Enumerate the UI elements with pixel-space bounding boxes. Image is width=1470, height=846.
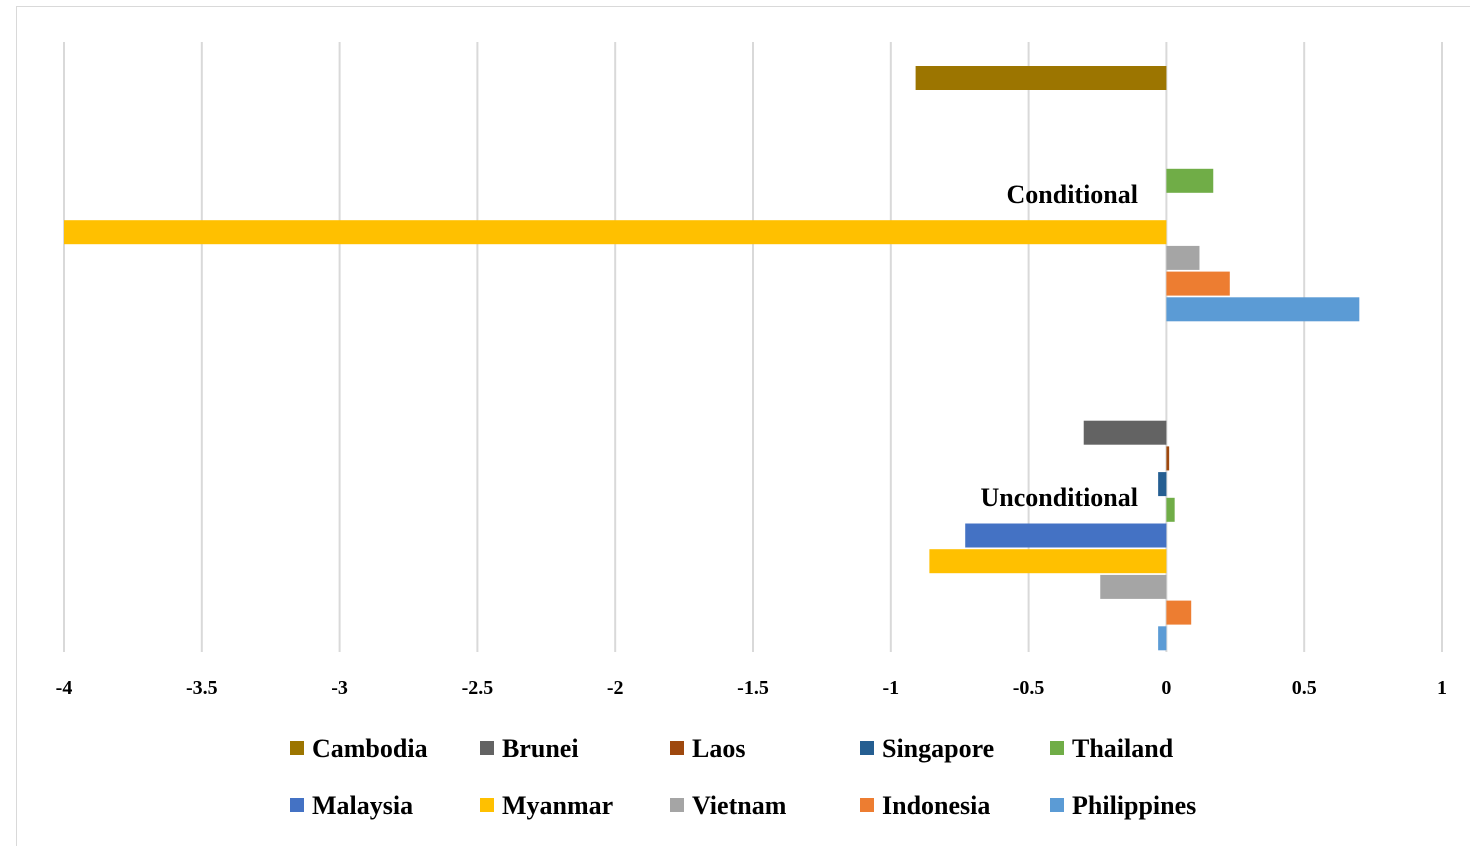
legend-item-indonesia: Indonesia	[860, 791, 990, 820]
legend-label: Myanmar	[502, 791, 613, 820]
bar-singapore-unconditional	[1158, 472, 1167, 497]
legend-swatch	[290, 741, 304, 755]
x-tick-label: -0.5	[1013, 677, 1045, 699]
legend-swatch	[670, 741, 684, 755]
chart-frame	[16, 6, 1470, 846]
x-tick-label: -3	[331, 677, 348, 699]
legend-label: Malaysia	[312, 791, 413, 820]
legend-swatch	[480, 741, 494, 755]
legend-item-thailand: Thailand	[1050, 734, 1174, 763]
legend-label: Vietnam	[692, 791, 787, 820]
legend-item-laos: Laos	[670, 734, 745, 763]
legend-label: Brunei	[502, 734, 579, 763]
gridlines	[63, 42, 1443, 652]
legend-label: Thailand	[1072, 734, 1174, 763]
bar-philippines-unconditional	[1158, 626, 1167, 651]
bar-myanmar-conditional	[64, 220, 1167, 245]
legend-label: Singapore	[882, 734, 994, 763]
legend-item-philippines: Philippines	[1050, 791, 1196, 820]
category-label-unconditional: Unconditional	[981, 483, 1139, 512]
bar-vietnam-conditional	[1166, 245, 1200, 270]
legend-swatch	[1050, 741, 1064, 755]
legend-label: Cambodia	[312, 734, 428, 763]
legend-item-cambodia: Cambodia	[290, 734, 428, 763]
legend-swatch	[290, 798, 304, 812]
category-label-conditional: Conditional	[1007, 180, 1139, 209]
legend-swatch	[670, 798, 684, 812]
x-tick-label: -4	[56, 677, 73, 699]
legend-label: Laos	[692, 734, 745, 763]
bar-philippines-conditional	[1166, 297, 1360, 322]
bar-malaysia-unconditional	[965, 523, 1167, 548]
legend-item-malaysia: Malaysia	[290, 791, 413, 820]
bar-myanmar-unconditional	[929, 549, 1167, 574]
category-labels: Conditional Unconditional	[981, 180, 1139, 512]
x-tick-label: 1	[1437, 677, 1447, 699]
legend-swatch	[480, 798, 494, 812]
bar-brunei-unconditional	[1083, 420, 1167, 445]
legend-swatch	[860, 798, 874, 812]
bar-cambodia-conditional	[915, 66, 1167, 90]
legend-item-singapore: Singapore	[860, 734, 994, 763]
legend: Cambodia Brunei Laos Singapore Thailand Malay…	[290, 734, 1196, 820]
x-tick-label: -1.5	[737, 677, 769, 699]
legend-label: Philippines	[1072, 791, 1196, 820]
x-tick-label: 0.5	[1292, 677, 1317, 699]
x-tick-label: -2.5	[462, 677, 494, 699]
legend-label: Indonesia	[882, 791, 990, 820]
bar-laos-unconditional	[1166, 446, 1170, 471]
x-tick-label: -1	[882, 677, 899, 699]
bar-indonesia-unconditional	[1166, 600, 1192, 625]
legend-swatch	[1050, 798, 1064, 812]
x-tick-label: -3.5	[186, 677, 218, 699]
bars	[64, 66, 1360, 651]
bar-vietnam-unconditional	[1100, 574, 1167, 599]
x-axis-ticks: -4 -3.5 -3 -2.5 -2 -1.5 -1 -0.5 0 0.5 1	[56, 677, 1447, 699]
bar-thailand-conditional	[1166, 168, 1214, 193]
x-tick-label: 0	[1161, 677, 1171, 699]
legend-item-vietnam: Vietnam	[670, 791, 787, 820]
legend-swatch	[860, 741, 874, 755]
bar-indonesia-conditional	[1166, 271, 1230, 296]
legend-item-myanmar: Myanmar	[480, 791, 613, 820]
x-tick-label: -2	[607, 677, 624, 699]
legend-item-brunei: Brunei	[480, 734, 579, 763]
bar-thailand-unconditional	[1166, 497, 1175, 522]
